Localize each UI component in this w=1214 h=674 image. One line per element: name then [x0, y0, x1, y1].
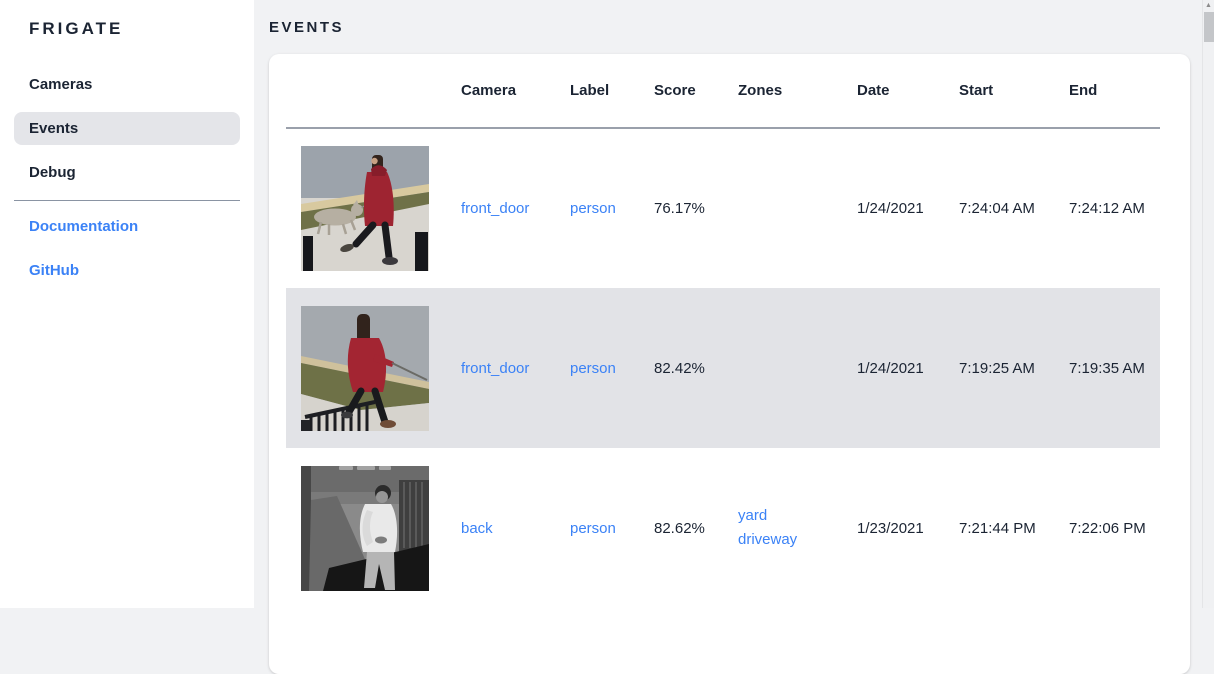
event-date: 1/24/2021 — [857, 200, 924, 217]
event-date: 1/23/2021 — [857, 519, 924, 537]
event-score: 82.62% — [654, 519, 705, 537]
sidebar-link-github[interactable]: GitHub — [29, 262, 79, 279]
event-zones — [723, 288, 842, 448]
sidebar-nav: Cameras Events Debug Documentation GitHu… — [0, 68, 254, 287]
event-zone-link[interactable]: driveway — [738, 531, 798, 548]
column-header-date: Date — [842, 54, 944, 129]
column-header-start: Start — [944, 54, 1054, 129]
main-content: EVENTS Camera Label Score Zones Date Sta… — [254, 0, 1202, 674]
event-row[interactable]: front_door person 76.17% 1/24/2021 7:24:… — [286, 128, 1160, 288]
event-score: 76.17% — [654, 200, 705, 217]
page-title: EVENTS — [269, 19, 345, 36]
events-table: Camera Label Score Zones Date Start End — [286, 54, 1160, 608]
scroll-up-arrow[interactable]: ▲ — [1205, 2, 1212, 9]
column-header-camera: Camera — [446, 54, 555, 129]
app-logo: FRIGATE — [29, 19, 124, 38]
event-zone-link[interactable]: yard — [738, 507, 768, 524]
event-score: 82.42% — [639, 288, 723, 448]
event-zones — [723, 128, 842, 288]
event-thumbnail[interactable] — [301, 146, 429, 271]
event-camera-link[interactable]: front_door — [461, 200, 530, 217]
event-date: 1/24/2021 — [842, 288, 944, 448]
sidebar-item-events[interactable]: Events — [14, 112, 240, 145]
sidebar-item-cameras[interactable]: Cameras — [29, 76, 93, 93]
sidebar-item-debug[interactable]: Debug — [29, 164, 76, 181]
column-header-thumbnail — [286, 54, 446, 129]
vertical-scrollbar[interactable]: ▲ — [1202, 0, 1214, 608]
event-row[interactable]: front_door person 82.42% 1/24/2021 7:19:… — [286, 288, 1160, 448]
event-zones: yard driveway — [723, 448, 842, 608]
sidebar: FRIGATE Cameras Events Debug Documentati… — [0, 0, 254, 608]
event-end-time: 7:22:06 PM — [1069, 519, 1146, 537]
event-thumbnail[interactable] — [301, 305, 429, 431]
column-header-label: Label — [555, 54, 639, 129]
sidebar-link-documentation[interactable]: Documentation — [29, 218, 139, 235]
event-label-link[interactable]: person — [570, 359, 616, 377]
event-label-link[interactable]: person — [570, 519, 616, 537]
scrollbar-thumb[interactable] — [1204, 12, 1214, 42]
sidebar-divider — [14, 200, 240, 201]
table-header-row: Camera Label Score Zones Date Start End — [286, 54, 1160, 129]
event-start-time: 7:19:25 AM — [944, 288, 1054, 448]
event-label-link[interactable]: person — [570, 200, 616, 217]
column-header-zones: Zones — [723, 54, 842, 129]
column-header-end: End — [1054, 54, 1160, 129]
event-end-time: 7:24:12 AM — [1069, 200, 1145, 217]
event-end-time: 7:19:35 AM — [1054, 288, 1160, 448]
event-camera-link[interactable]: front_door — [461, 359, 530, 377]
column-header-score: Score — [639, 54, 723, 129]
event-thumbnail[interactable] — [301, 465, 429, 591]
event-row[interactable]: back person 82.62% yard driveway 1/23/20… — [286, 448, 1160, 608]
events-card: Camera Label Score Zones Date Start End — [269, 54, 1190, 674]
event-start-time: 7:24:04 AM — [959, 200, 1035, 217]
event-camera-link[interactable]: back — [461, 519, 493, 537]
event-start-time: 7:21:44 PM — [959, 519, 1036, 537]
